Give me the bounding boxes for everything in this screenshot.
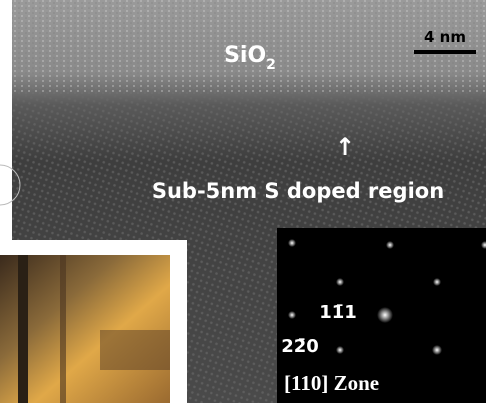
material-subscript: 2 <box>266 57 276 73</box>
photo <box>0 255 170 403</box>
spot-label-b: 22̄0 <box>281 336 319 357</box>
circle-edge <box>0 164 21 206</box>
spot-label-a: 11̄1 <box>319 302 357 323</box>
scale-bar-label: 4 nm <box>424 28 466 46</box>
material-label: SiO2 <box>224 43 276 73</box>
region-label: Sub-5nm S doped region <box>152 179 444 203</box>
material-base: SiO <box>224 43 266 68</box>
diffraction-inset: 11̄1 22̄0 [110] Zone <box>277 228 486 403</box>
zone-label: [110] Zone <box>284 371 379 395</box>
scale-bar <box>414 50 476 54</box>
arrow: ↑ <box>335 133 355 161</box>
